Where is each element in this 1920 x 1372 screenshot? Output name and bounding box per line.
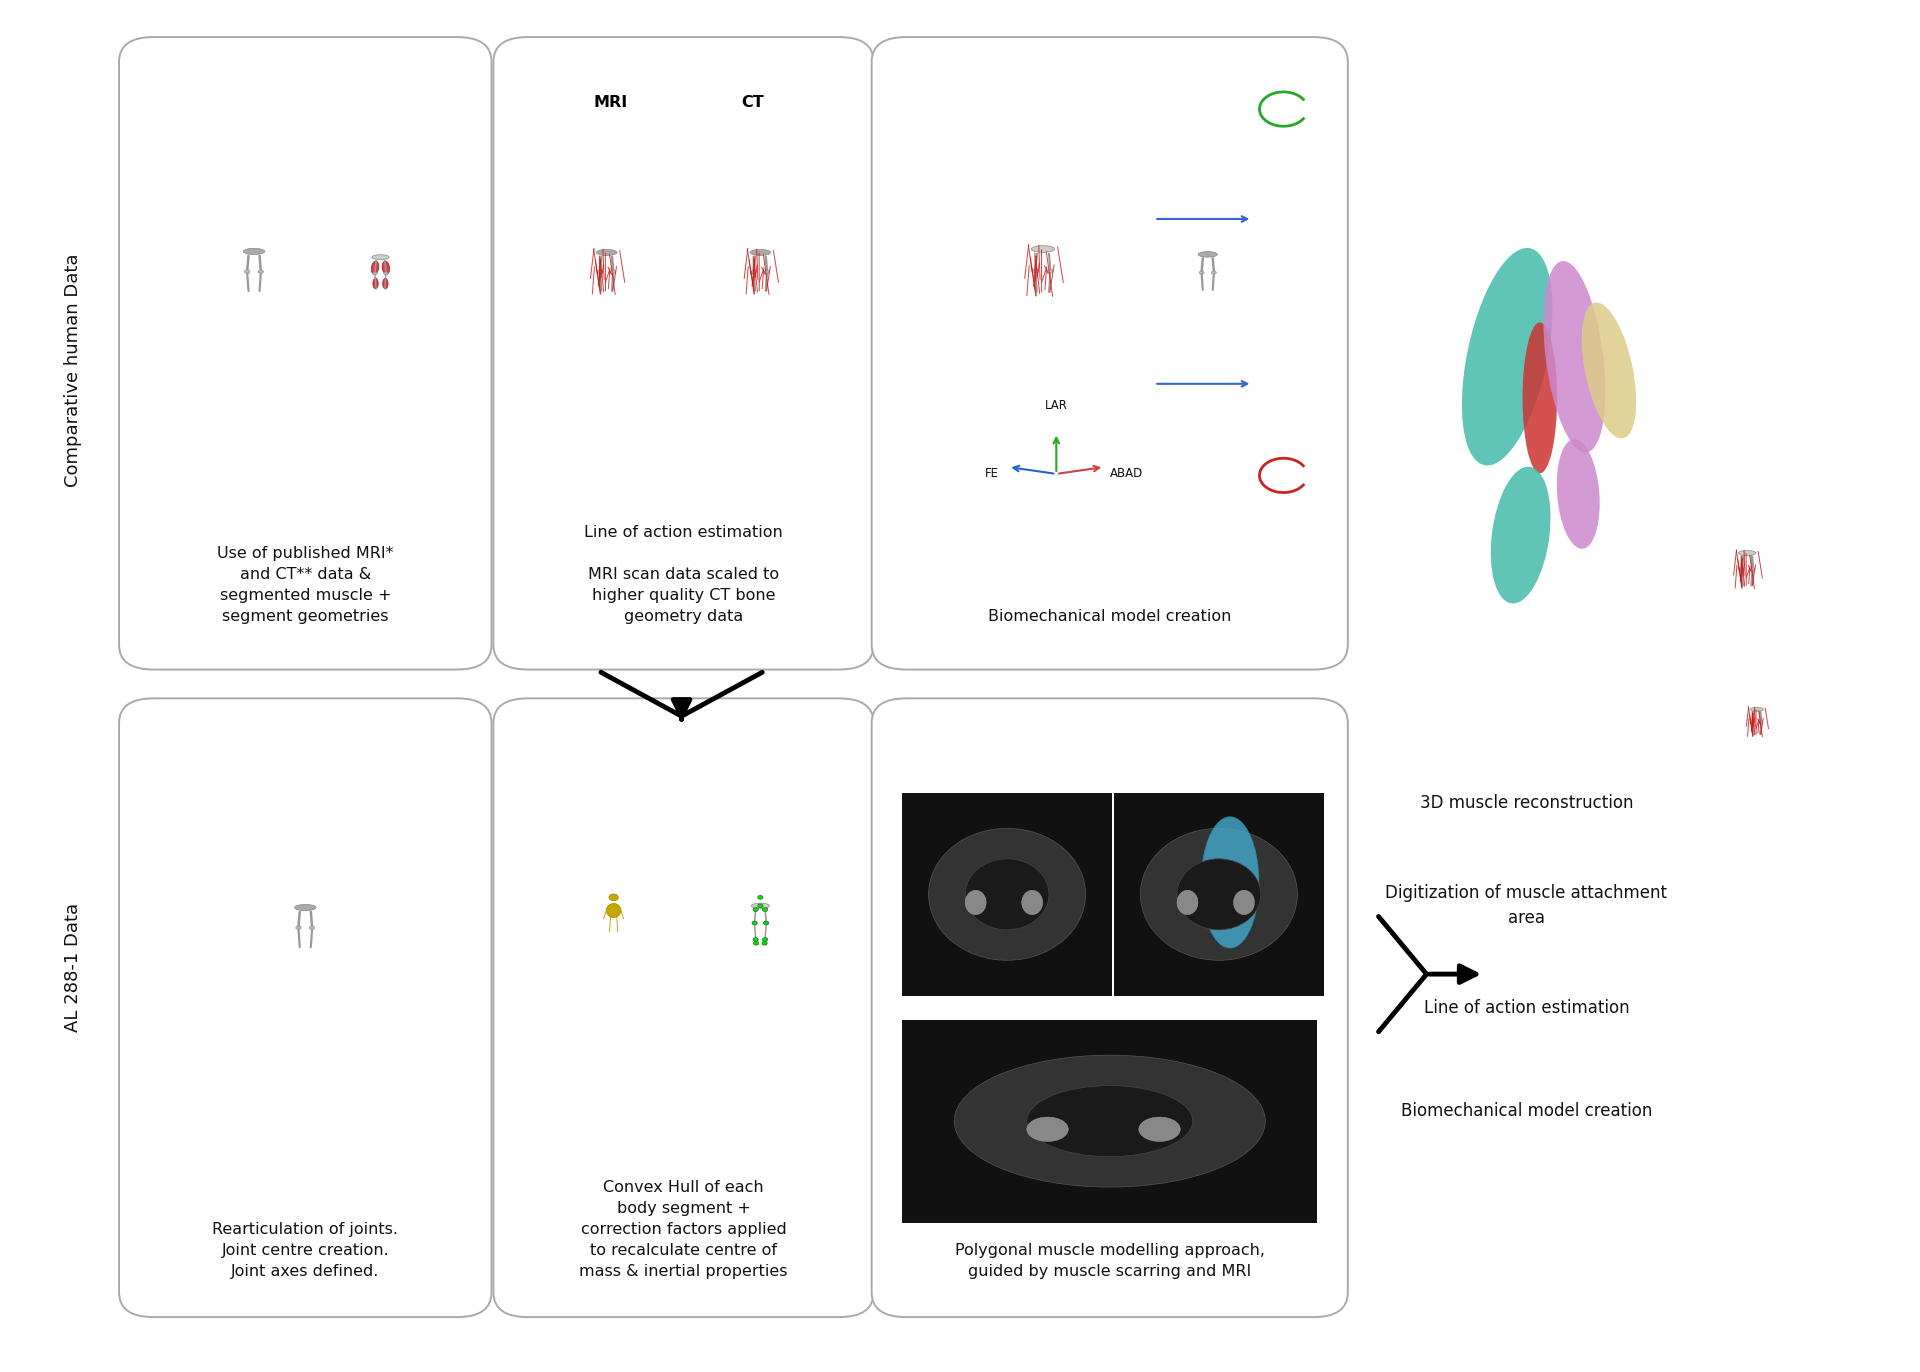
Ellipse shape <box>753 922 756 925</box>
Text: 3D muscle reconstruction: 3D muscle reconstruction <box>1419 793 1634 812</box>
Ellipse shape <box>1523 322 1557 473</box>
Ellipse shape <box>371 261 378 274</box>
FancyBboxPatch shape <box>493 37 874 670</box>
Ellipse shape <box>372 279 378 289</box>
Ellipse shape <box>751 270 756 273</box>
Ellipse shape <box>244 248 265 255</box>
Ellipse shape <box>1461 248 1553 465</box>
Text: Use of published MRI*
and CT** data &
segmented muscle +
segment geometries: Use of published MRI* and CT** data & se… <box>217 546 394 624</box>
Ellipse shape <box>1582 302 1636 439</box>
Text: ABAD: ABAD <box>1110 468 1142 480</box>
Ellipse shape <box>382 261 390 274</box>
Ellipse shape <box>966 859 1048 930</box>
Ellipse shape <box>1027 1117 1068 1142</box>
Circle shape <box>762 941 768 945</box>
Ellipse shape <box>1233 890 1254 915</box>
Ellipse shape <box>954 1055 1265 1187</box>
Ellipse shape <box>382 279 388 289</box>
Ellipse shape <box>764 922 768 925</box>
Text: Line of action estimation: Line of action estimation <box>1423 999 1630 1018</box>
Circle shape <box>758 896 762 899</box>
Ellipse shape <box>1139 1117 1181 1142</box>
Ellipse shape <box>966 890 987 915</box>
Ellipse shape <box>1046 269 1054 273</box>
Text: Rearticulation of joints.
Joint centre creation.
Joint axes defined.: Rearticulation of joints. Joint centre c… <box>213 1221 397 1279</box>
Text: Biomechanical model creation: Biomechanical model creation <box>989 609 1231 624</box>
Ellipse shape <box>1490 466 1551 604</box>
FancyBboxPatch shape <box>493 698 874 1317</box>
FancyBboxPatch shape <box>119 37 492 670</box>
Ellipse shape <box>607 903 620 918</box>
Ellipse shape <box>751 903 770 908</box>
Ellipse shape <box>1177 859 1261 930</box>
FancyBboxPatch shape <box>872 37 1348 670</box>
Ellipse shape <box>1140 829 1298 960</box>
Ellipse shape <box>1557 439 1599 549</box>
Ellipse shape <box>257 270 263 273</box>
Ellipse shape <box>1544 261 1605 453</box>
Ellipse shape <box>296 926 301 929</box>
Circle shape <box>609 895 618 901</box>
Bar <box>902 1019 1317 1222</box>
Ellipse shape <box>1740 568 1743 571</box>
Text: AL 288-1 Data: AL 288-1 Data <box>63 903 83 1032</box>
Ellipse shape <box>244 270 250 273</box>
Ellipse shape <box>1021 890 1043 915</box>
Ellipse shape <box>1198 251 1217 257</box>
FancyBboxPatch shape <box>119 698 492 1317</box>
Circle shape <box>753 941 758 945</box>
Ellipse shape <box>929 829 1085 960</box>
Text: CT: CT <box>741 96 764 110</box>
Text: Line of action estimation

MRI scan data scaled to
higher quality CT bone
geomet: Line of action estimation MRI scan data … <box>584 525 783 624</box>
Text: Polygonal muscle modelling approach,
guided by muscle scarring and MRI: Polygonal muscle modelling approach, gui… <box>954 1243 1265 1279</box>
Ellipse shape <box>764 270 770 273</box>
Ellipse shape <box>597 270 603 273</box>
Ellipse shape <box>751 250 770 255</box>
Text: LAR: LAR <box>1044 399 1068 412</box>
Ellipse shape <box>384 272 388 274</box>
Text: FE: FE <box>985 468 998 480</box>
Ellipse shape <box>1759 720 1763 723</box>
Text: Convex Hull of each
body segment +
correction factors applied
to recalculate cen: Convex Hull of each body segment + corre… <box>580 1180 787 1279</box>
Text: Biomechanical model creation: Biomechanical model creation <box>1402 1102 1651 1121</box>
Ellipse shape <box>309 926 315 929</box>
Ellipse shape <box>1751 568 1755 571</box>
Ellipse shape <box>1031 246 1054 252</box>
Ellipse shape <box>1212 270 1215 274</box>
Ellipse shape <box>611 270 616 273</box>
Circle shape <box>753 937 758 941</box>
Circle shape <box>764 921 768 925</box>
Ellipse shape <box>1200 270 1204 274</box>
Circle shape <box>753 921 756 925</box>
Circle shape <box>753 908 758 911</box>
Ellipse shape <box>1033 269 1039 273</box>
Ellipse shape <box>1738 550 1757 556</box>
Ellipse shape <box>372 272 376 274</box>
Circle shape <box>762 908 768 911</box>
Circle shape <box>762 937 768 941</box>
Ellipse shape <box>1177 890 1198 915</box>
Ellipse shape <box>1202 816 1260 948</box>
Bar <box>1114 793 1323 996</box>
Ellipse shape <box>1027 1085 1192 1157</box>
FancyBboxPatch shape <box>872 698 1348 1317</box>
Text: Comparative human Data: Comparative human Data <box>63 254 83 487</box>
Circle shape <box>758 904 762 908</box>
Ellipse shape <box>1751 720 1755 723</box>
Text: Digitization of muscle attachment
area: Digitization of muscle attachment area <box>1386 884 1667 927</box>
Ellipse shape <box>1751 708 1764 711</box>
Text: MRI: MRI <box>593 96 628 110</box>
Ellipse shape <box>597 250 616 255</box>
Bar <box>902 793 1112 996</box>
Ellipse shape <box>294 904 317 911</box>
Ellipse shape <box>372 255 390 259</box>
